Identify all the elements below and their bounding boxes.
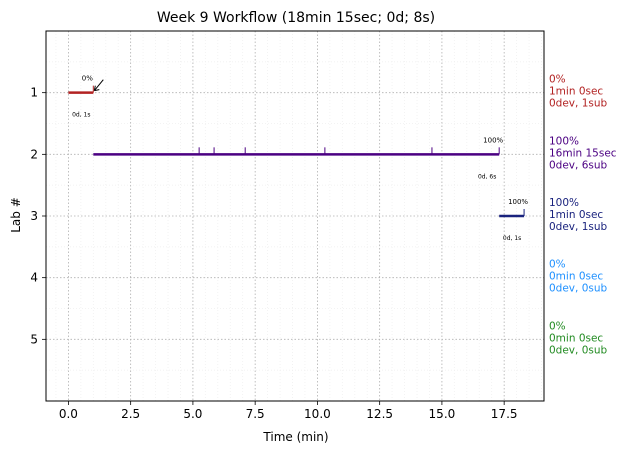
- lab-1-arrow: [93, 79, 104, 92]
- lab-2-summary: 100% 16min 15sec 0dev, 6sub: [549, 135, 617, 171]
- lab-5-summary-line: 0min 0sec: [549, 332, 603, 344]
- lab-1-summary: 0% 1min 0sec 0dev, 1sub: [549, 74, 608, 110]
- x-tick-label: 7.5: [246, 407, 265, 421]
- x-tick-label: 15.0: [429, 407, 456, 421]
- y-tick-label: 5: [30, 332, 38, 346]
- lab-1-percent-label: 0%: [82, 75, 93, 83]
- lab-3-stats-label: 0d, 1s: [503, 235, 521, 242]
- plot-frame: [45, 30, 545, 402]
- chart-title: Week 9 Workflow (18min 15sec; 0d; 8s): [157, 10, 435, 26]
- x-tick-label: 2.5: [121, 407, 140, 421]
- lab-2-stats-label: 0d, 6s: [478, 173, 496, 180]
- y-tick-label: 4: [30, 271, 38, 285]
- lab-2-percent-label: 100%: [483, 136, 503, 144]
- y-axis-label: Lab #: [9, 197, 23, 233]
- lab-5-summary: 0% 0min 0sec 0dev, 0sub: [549, 320, 608, 356]
- x-axis-label: Time (min): [262, 430, 328, 444]
- lab-2-summary-line: 16min 15sec: [549, 147, 617, 159]
- lab-1-summary-line: 1min 0sec: [549, 86, 603, 98]
- lab-5-summary-line: 0dev, 0sub: [549, 344, 608, 356]
- y-tick-label: 1: [30, 86, 38, 100]
- lab-1-summary-line: 0dev, 1sub: [549, 98, 608, 110]
- x-tick-label: 12.5: [366, 407, 393, 421]
- lab-3-summary: 100% 1min 0sec 0dev, 1sub: [549, 197, 608, 233]
- x-tick-label: 5.0: [183, 407, 202, 421]
- lab-3-summary-line: 0dev, 1sub: [549, 221, 608, 233]
- lab-2-summary-line: 0dev, 6sub: [549, 159, 608, 171]
- lab-3-summary-line: 1min 0sec: [549, 209, 603, 221]
- lab-1-summary-line: 0%: [549, 74, 566, 86]
- lab-3-summary-line: 100%: [549, 197, 579, 209]
- lab-4-summary-line: 0dev, 0sub: [549, 283, 608, 295]
- lab-4-summary: 0% 0min 0sec 0dev, 0sub: [549, 259, 608, 295]
- x-tick-label: 0.0: [59, 407, 78, 421]
- plot-area: 0.0 2.5 5.0 7.5 10.0 12.5 15.0 17.5 1 2 3 4 5 0% 0d, 1…: [30, 30, 617, 421]
- lab-1-stats-label: 0d, 1s: [72, 112, 90, 119]
- lab-4-summary-line: 0%: [549, 259, 566, 271]
- x-tick-label: 10.0: [304, 407, 331, 421]
- x-tick-label: 17.5: [491, 407, 518, 421]
- lab-5-summary-line: 0%: [549, 320, 566, 332]
- y-tick-label: 2: [30, 147, 38, 161]
- y-tick-label: 3: [30, 209, 38, 223]
- lab-4-summary-line: 0min 0sec: [549, 271, 603, 283]
- lab-2-summary-line: 100%: [549, 135, 579, 147]
- lab-3-percent-label: 100%: [508, 198, 528, 206]
